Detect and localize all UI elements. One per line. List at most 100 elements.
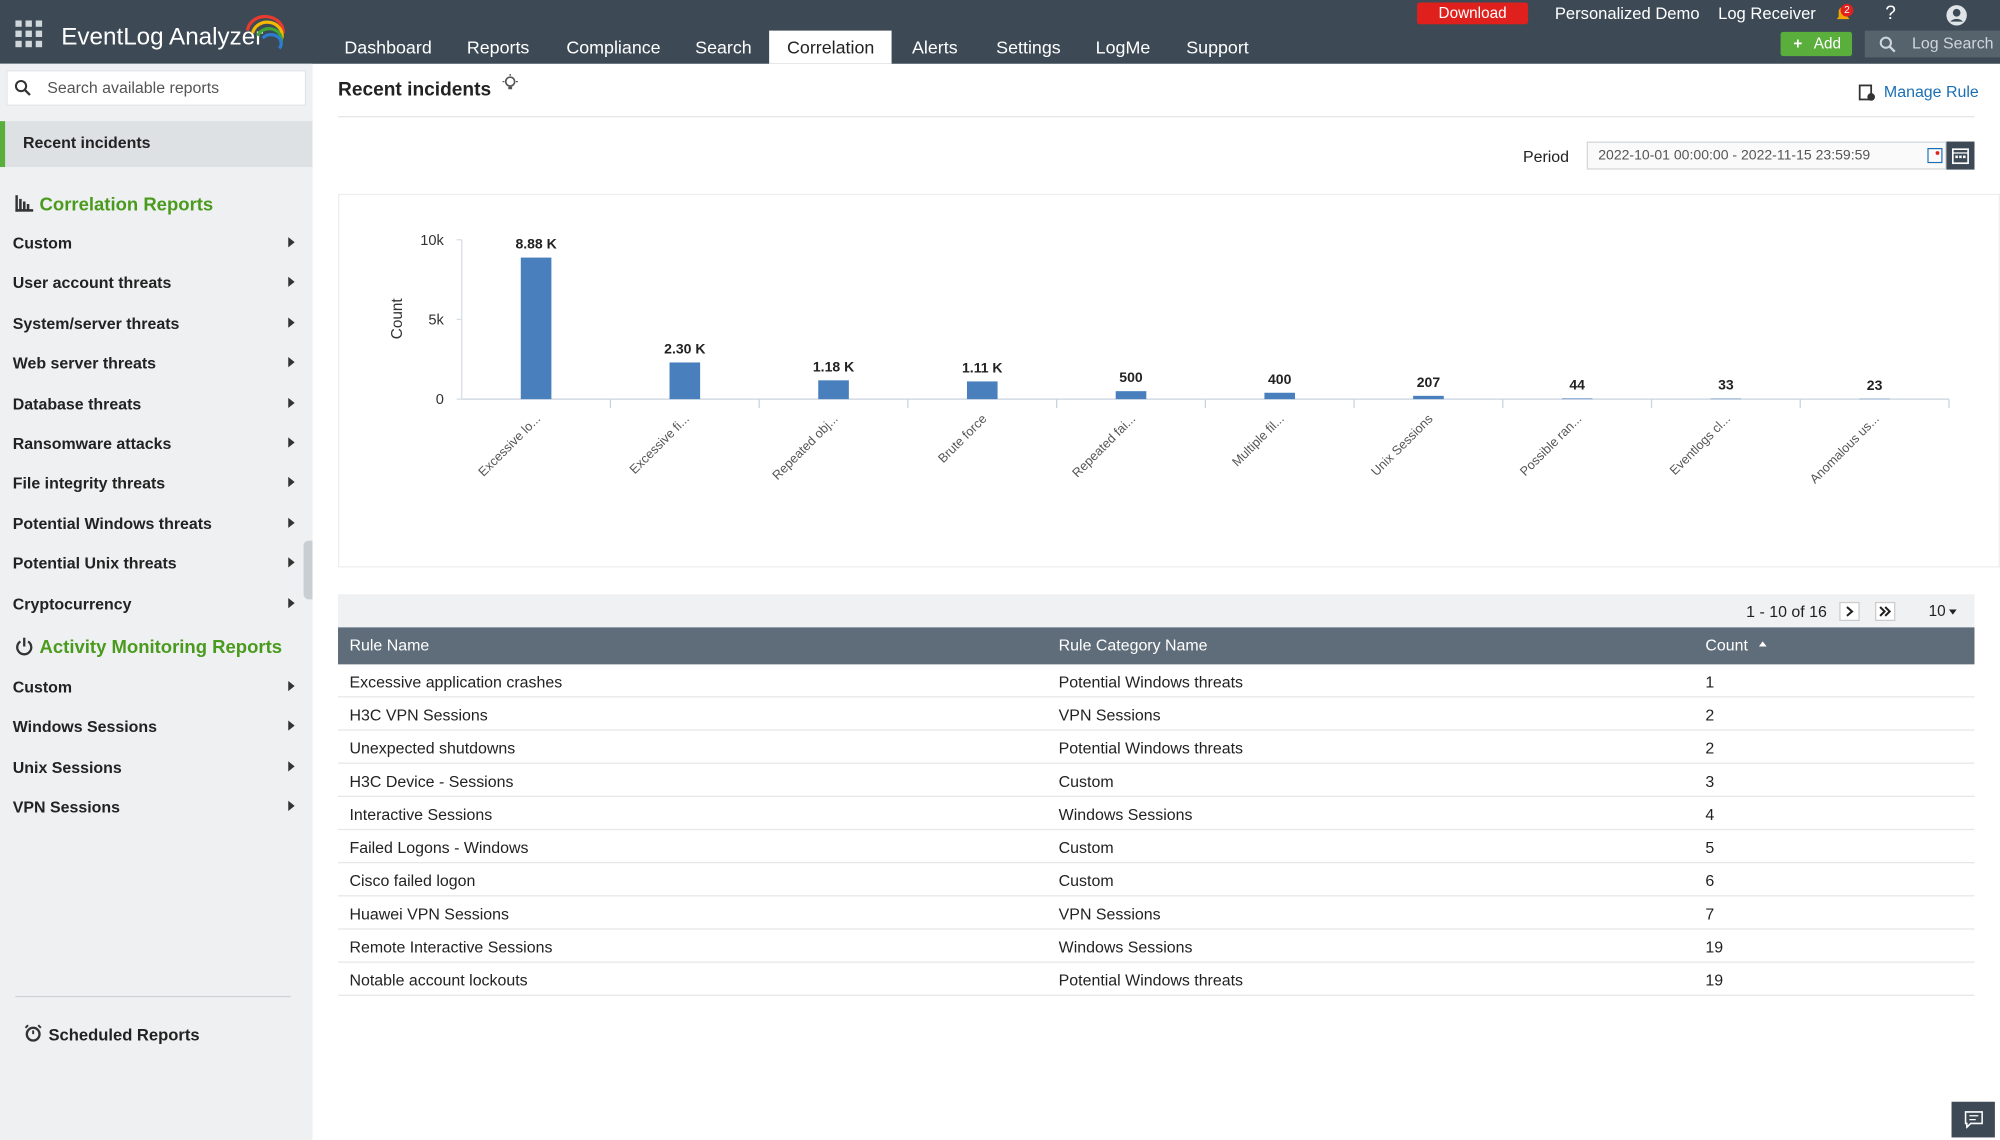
table-cell: Windows Sessions (1058, 938, 1193, 957)
x-tick-label: Excessive lo... (475, 411, 543, 479)
expand-arrow (288, 397, 295, 408)
table-cell: Failed Logons - Windows (349, 839, 529, 857)
personalized-demo[interactable]: Personalized Demo (1554, 3, 1700, 23)
report-search[interactable]: Search available reports (6, 70, 307, 106)
bar[interactable] (1413, 395, 1444, 400)
add-button[interactable]: + Add (1780, 31, 1853, 57)
sidebar-item[interactable]: File integrity threats (13, 475, 300, 493)
manage-rule-link[interactable]: Manage Rule (1883, 82, 1979, 101)
nav-tab[interactable]: Dashboard (344, 36, 432, 58)
table-cell: Excessive application crashes (349, 673, 563, 692)
expand-arrow (288, 557, 295, 568)
search-icon (14, 79, 31, 96)
table-cell: Potential Windows threats (1058, 739, 1244, 758)
table-cell: Custom (1058, 772, 1114, 791)
expand-arrow (288, 237, 295, 248)
nav-tab[interactable]: Compliance (566, 36, 661, 58)
table-cell: H3C Device - Sessions (349, 772, 514, 791)
bar[interactable] (818, 380, 849, 400)
sidebar-item-label: Web server threats (12, 354, 157, 373)
x-tick-label: Anomalous us... (1807, 411, 1882, 486)
sidebar-item-label: Potential Unix threats (12, 554, 177, 573)
x-tick-label: Eventlogs cl... (1666, 411, 1733, 478)
nav-tab[interactable]: Settings (996, 36, 1061, 58)
column-header[interactable]: Count (1705, 636, 1748, 655)
sidebar-item[interactable]: Potential Windows threats (13, 515, 300, 533)
bar[interactable] (520, 257, 552, 400)
recent-incidents-item[interactable]: Recent incidents (0, 121, 313, 168)
sidebar-item[interactable]: Custom (12, 234, 300, 253)
download-button[interactable]: Download (1417, 2, 1529, 25)
sidebar-item[interactable]: System/server threats (13, 315, 300, 333)
add-label: Add (1813, 34, 1842, 53)
table-cell: Potential Windows threats (1058, 673, 1244, 692)
power-icon (16, 637, 33, 656)
sidebar-item[interactable]: User account threats (13, 275, 300, 293)
nav-tab[interactable]: Support (1186, 36, 1249, 58)
header: EventLog Analyzer Download Personalized … (0, 0, 2000, 64)
bar[interactable] (1264, 392, 1296, 400)
sidebar-item[interactable]: Potential Unix threats (13, 555, 300, 573)
sidebar-item[interactable]: Web server threats (13, 355, 300, 373)
table-cell: 19 (1705, 938, 1724, 957)
table-cell: 2 (1705, 706, 1715, 725)
column-header[interactable]: Rule Name (349, 636, 430, 655)
apps-icon[interactable] (15, 20, 43, 48)
sidebar-item-label: Custom (12, 234, 73, 253)
nav-tab[interactable]: Alerts (911, 36, 958, 58)
y-tick-label: 10k (420, 233, 444, 249)
sidebar-item[interactable]: Custom (13, 678, 300, 696)
x-tick-label: Unix Sessions (1368, 411, 1436, 479)
sidebar-item[interactable]: Ransomware attacks (13, 435, 300, 453)
table-cell: 3 (1705, 772, 1715, 791)
sidebar: Search available reports Recent incident… (0, 63, 313, 1140)
sidebar-item[interactable]: VPN Sessions (13, 798, 300, 816)
nav-tab[interactable]: LogMe (1095, 36, 1151, 58)
tip-icon[interactable] (501, 73, 519, 92)
bar[interactable] (1115, 391, 1147, 400)
page-size[interactable]: 10 (1920, 601, 1961, 623)
search-placeholder: Search available reports (47, 79, 220, 97)
value-label: 1.18 K (813, 358, 854, 374)
search-icon (1879, 36, 1896, 53)
page-size-value: 10 (1928, 601, 1946, 620)
bar[interactable] (669, 362, 701, 400)
pagination-text: 1 - 10 of 16 (1746, 603, 1827, 622)
chat-button[interactable] (1951, 1101, 1995, 1138)
value-label: 33 (1718, 377, 1734, 393)
bar[interactable] (1561, 398, 1593, 400)
sidebar-toggle[interactable] (303, 540, 313, 600)
sort-indicator[interactable] (1758, 641, 1767, 647)
clear-icon[interactable] (1927, 147, 1943, 164)
last-page[interactable] (1874, 601, 1896, 622)
sidebar-item[interactable]: Cryptocurrency (13, 595, 300, 613)
table-header (338, 627, 1975, 665)
period-input[interactable]: 2022-10-01 00:00:00 - 2022-11-15 23:59:5… (1586, 141, 1947, 170)
logo-arc (245, 14, 285, 50)
column-header[interactable]: Rule Category Name (1058, 636, 1208, 655)
calendar-button[interactable] (1946, 141, 1975, 170)
nav-tab[interactable]: Correlation (769, 30, 893, 64)
nav-tab[interactable]: Reports (466, 36, 530, 58)
chart-panel (338, 193, 2000, 568)
expand-arrow (288, 477, 295, 488)
table-cell: 1 (1705, 673, 1715, 692)
bar[interactable] (966, 381, 998, 400)
period-label: Period (1522, 147, 1570, 166)
next-page[interactable] (1839, 601, 1860, 622)
period-value: 2022-10-01 00:00:00 - 2022-11-15 23:59:5… (1598, 147, 1871, 164)
sidebar-item[interactable]: Windows Sessions (13, 718, 300, 736)
scheduled-reports[interactable]: Scheduled Reports (48, 1025, 200, 1045)
expand-arrow (288, 357, 295, 368)
product-name[interactable]: EventLog Analyzer (61, 24, 264, 52)
bar[interactable] (1710, 398, 1742, 400)
table-cell: 19 (1705, 971, 1724, 990)
nav-tab[interactable]: Search (695, 36, 752, 58)
user-avatar[interactable] (1945, 4, 1968, 27)
log-receiver[interactable]: Log Receiver (1718, 3, 1816, 23)
table-row: Huawei VPN Sessions VPN Sessions 7 (338, 896, 1975, 930)
sidebar-item[interactable]: Database threats (13, 395, 300, 413)
log-search[interactable]: Log Search (1864, 30, 2000, 58)
sidebar-item[interactable]: Unix Sessions (13, 758, 300, 776)
help-button[interactable]: ? (1885, 2, 1896, 25)
